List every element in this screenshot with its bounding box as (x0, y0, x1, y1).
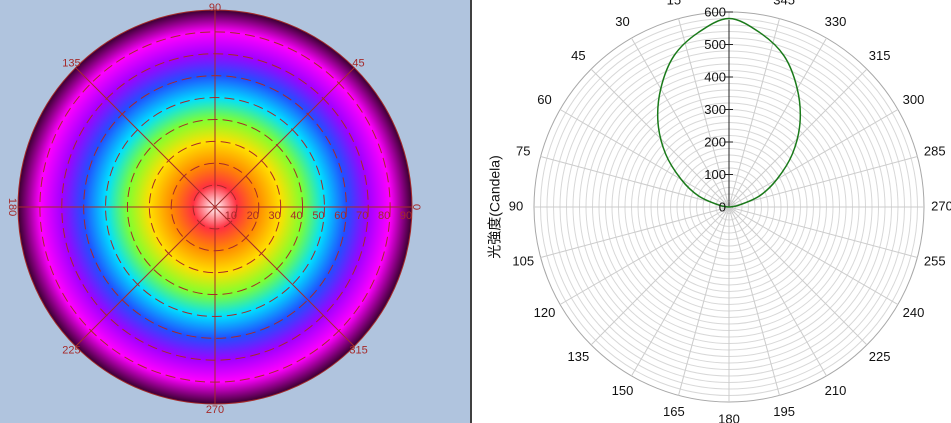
angle-tick-label: 315 (869, 48, 891, 63)
angle-tick-label: 90 (509, 198, 523, 213)
angle-tick-label: 150 (612, 383, 634, 398)
radial-tick-label: 300 (704, 102, 726, 117)
angle-spoke (728, 206, 827, 377)
radial-tick-label: 40 (290, 210, 302, 222)
panel-divider (470, 0, 472, 423)
y-axis-label: 光強度(Candela) (487, 155, 503, 258)
angle-spoke (728, 109, 899, 208)
radial-tick-label: 50 (312, 210, 324, 222)
angle-tick-label: 120 (534, 305, 556, 320)
radial-tick-label: 90 (400, 210, 412, 222)
radial-tick-label: 200 (704, 134, 726, 149)
angle-tick-label: 240 (903, 305, 925, 320)
angle-tick-label: 285 (924, 143, 946, 158)
angle-tick-label: 45 (571, 48, 585, 63)
angle-spoke (631, 206, 730, 377)
radial-tick-label: 0 (719, 199, 726, 214)
polar-candela-plot: 0 15 30 45 60 75 90 105 120 135 150 165 180 195 210 225… (487, 0, 951, 423)
angle-tick-label: 30 (615, 14, 629, 29)
angle-tick-label: 345 (773, 0, 795, 8)
angle-tick-label: 75 (516, 143, 530, 158)
radial-tick-label: 60 (334, 210, 346, 222)
angle-tick-label: 180 (6, 198, 18, 216)
angle-spoke (728, 206, 780, 396)
polar-intensity-map: 90 45 0 315 270 225 180 135 10 20 30 40 50 60 70 80 90 (6, 2, 422, 416)
angle-tick-label: 0 (410, 204, 422, 210)
angle-spoke (728, 206, 918, 258)
angle-tick-label: 45 (352, 57, 364, 69)
angle-tick-label: 105 (512, 254, 534, 269)
angle-spoke (728, 156, 918, 208)
angle-tick-label: 315 (349, 344, 367, 356)
angle-tick-label: 225 (62, 344, 80, 356)
angle-spoke (728, 206, 899, 305)
angle-tick-label: 60 (537, 92, 551, 107)
angle-tick-label: 180 (718, 411, 740, 423)
polar-plot-panel: 0 15 30 45 60 75 90 105 120 135 150 165 180 195 210 225… (472, 0, 951, 423)
angle-spoke (678, 206, 730, 396)
angle-tick-label: 165 (663, 404, 685, 419)
angle-tick-label: 330 (825, 14, 847, 29)
angle-spoke (559, 109, 730, 208)
angle-spoke (540, 156, 730, 208)
angle-tick-label: 300 (903, 92, 925, 107)
angle-spoke (728, 37, 827, 208)
angle-spoke (728, 18, 780, 208)
angle-tick-label: 270 (931, 198, 951, 213)
angle-spoke (631, 37, 730, 208)
angle-tick-label: 195 (773, 404, 795, 419)
angle-spoke (540, 206, 730, 258)
series-line (656, 17, 802, 208)
radial-tick-label: 30 (269, 210, 281, 222)
radial-tick-label: 20 (247, 210, 259, 222)
radial-tick-label: 500 (704, 37, 726, 52)
angle-tick-label: 210 (825, 383, 847, 398)
angle-tick-label: 255 (924, 254, 946, 269)
radial-tick-label: 10 (225, 210, 237, 222)
right-series (656, 17, 802, 208)
angle-tick-label: 135 (62, 57, 80, 69)
radial-tick-label: 100 (704, 167, 726, 182)
radial-tick-label: 80 (378, 210, 390, 222)
angle-tick-label: 270 (206, 404, 224, 416)
angle-spoke (75, 67, 355, 347)
radial-tick-label: 600 (704, 4, 726, 19)
angle-tick-label: 135 (568, 349, 590, 364)
intensity-map-panel: 90 45 0 315 270 225 180 135 10 20 30 40 50 60 70 80 90 (0, 0, 470, 423)
angle-spoke (559, 206, 730, 305)
angle-spoke (728, 206, 868, 346)
angle-spoke (678, 18, 730, 208)
angle-tick-label: 90 (209, 2, 221, 14)
radial-tick-label: 70 (356, 210, 368, 222)
angle-tick-label: 225 (869, 349, 891, 364)
left-grid (17, 9, 413, 405)
radial-tick-label: 400 (704, 69, 726, 84)
angle-tick-label: 15 (667, 0, 681, 8)
right-labels: 0 15 30 45 60 75 90 105 120 135 150 165 180 195 210 225… (509, 0, 951, 423)
angle-spoke (590, 206, 730, 346)
left-labels: 90 45 0 315 270 225 180 135 10 20 30 40 50 60 70 80 90 (6, 2, 422, 416)
